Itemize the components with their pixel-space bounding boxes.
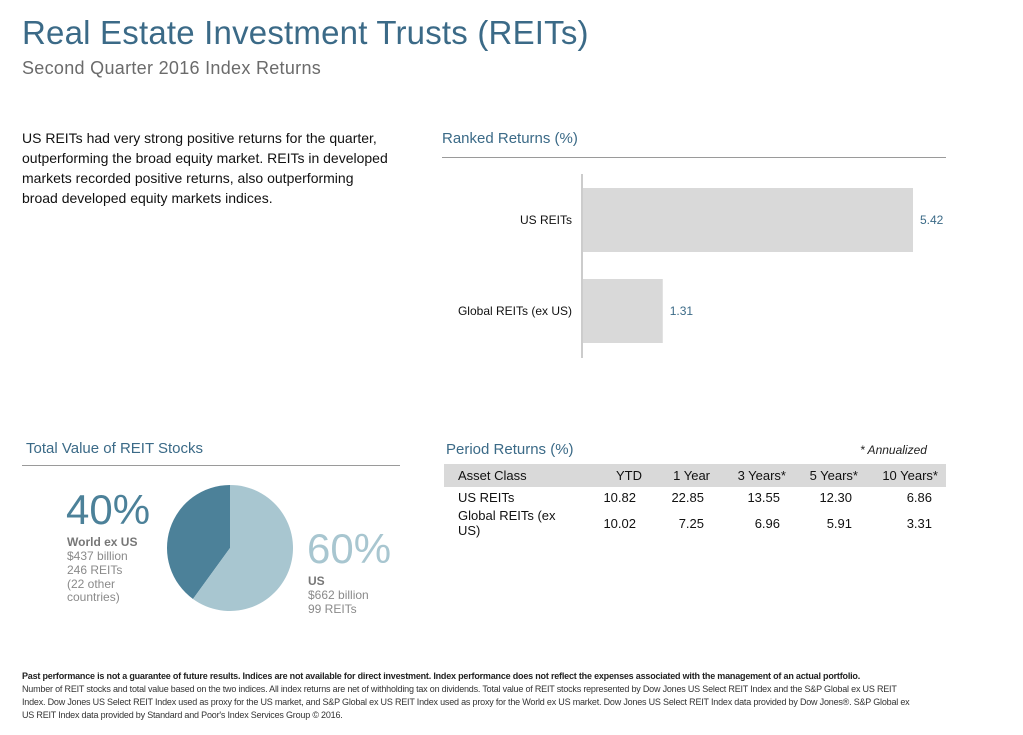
disclaimer: Past performance is not a guarantee of f… bbox=[22, 670, 922, 722]
us-count: 99 REITs bbox=[308, 602, 357, 616]
total-value-rule bbox=[22, 465, 400, 466]
total-value-title: Total Value of REIT Stocks bbox=[26, 440, 204, 457]
table-cell: 6.86 bbox=[906, 490, 932, 505]
bar bbox=[583, 279, 663, 343]
intro-text: US REITs had very strong positive return… bbox=[22, 130, 388, 206]
col-header: 10 Years* bbox=[866, 464, 946, 487]
us-value: $662 billion bbox=[308, 588, 369, 602]
table-cell: 12.30 bbox=[819, 490, 852, 505]
table-cell: 5.91 bbox=[826, 515, 852, 531]
pie-slice bbox=[167, 485, 230, 599]
bar-value-label: 5.42 bbox=[920, 213, 944, 227]
table-header-row: Asset Class YTD 1 Year 3 Years* 5 Years*… bbox=[444, 464, 946, 487]
ranked-returns-rule bbox=[442, 157, 946, 158]
table-cell: Global REITs (ex US) bbox=[458, 508, 556, 538]
table-cell: US REITs bbox=[458, 490, 515, 505]
annualized-note: * Annualized bbox=[860, 443, 927, 457]
world-value: $437 billion bbox=[67, 549, 128, 563]
col-header: 1 Year bbox=[650, 464, 718, 487]
table-cell: 10.82 bbox=[603, 490, 636, 505]
world-pct: 40% bbox=[66, 486, 151, 533]
world-countries-1: (22 other bbox=[67, 577, 116, 591]
disclaimer-bold: Past performance is not a guarantee of f… bbox=[22, 671, 861, 681]
world-count: 246 REITs bbox=[67, 563, 123, 577]
bar-category-label: US REITs bbox=[520, 213, 572, 227]
table-cell: 13.55 bbox=[747, 490, 780, 505]
period-returns-title: Period Returns (%) bbox=[446, 441, 574, 458]
us-pct: 60% bbox=[307, 525, 392, 572]
ranked-returns-chart: US REITs 5.42 Global REITs (ex US) 1.31 bbox=[458, 174, 944, 358]
total-value-pie bbox=[167, 485, 293, 611]
bar bbox=[583, 188, 913, 252]
col-header: YTD bbox=[590, 464, 650, 487]
table-cell: 22.85 bbox=[671, 490, 704, 505]
col-header: 5 Years* bbox=[794, 464, 866, 487]
table-cell: 7.25 bbox=[678, 515, 704, 531]
table-cell: 3.31 bbox=[906, 515, 932, 531]
table-cell: 6.96 bbox=[754, 515, 780, 531]
col-header: Asset Class bbox=[444, 464, 590, 487]
bar-category-label: Global REITs (ex US) bbox=[458, 304, 572, 318]
bar-value-label: 1.31 bbox=[670, 304, 694, 318]
pie-slice bbox=[192, 485, 293, 611]
page-title: Real Estate Investment Trusts (REITs) bbox=[22, 14, 589, 51]
period-returns-table: Asset Class YTD 1 Year 3 Years* 5 Years*… bbox=[444, 464, 946, 538]
world-countries-2: countries) bbox=[67, 590, 120, 604]
table-row: Global REITs (ex US) 10.02 7.25 6.96 5.9… bbox=[444, 508, 946, 538]
table-row: US REITs 10.82 22.85 13.55 12.30 6.86 bbox=[444, 487, 946, 508]
ranked-returns-title: Ranked Returns (%) bbox=[442, 130, 578, 147]
page-subtitle: Second Quarter 2016 Index Returns bbox=[22, 58, 322, 78]
world-name: World ex US bbox=[67, 535, 138, 549]
col-header: 3 Years* bbox=[718, 464, 794, 487]
disclaimer-body: Number of REIT stocks and total value ba… bbox=[22, 684, 910, 720]
table-cell: 10.02 bbox=[603, 515, 636, 531]
us-name: US bbox=[308, 574, 325, 588]
